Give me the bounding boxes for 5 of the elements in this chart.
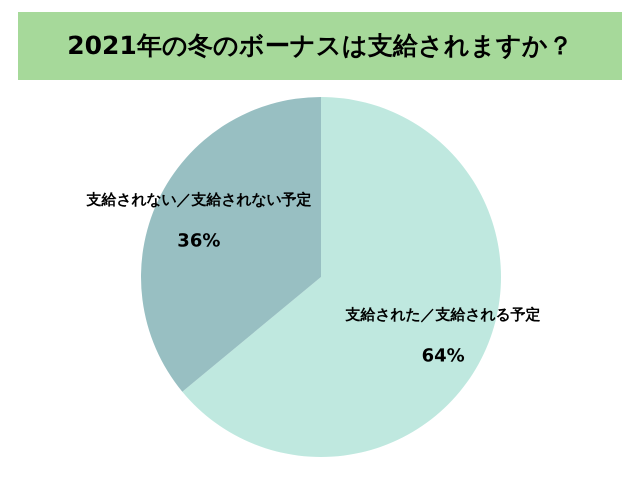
slice-label: 支給された／支給される予定 — [344, 305, 541, 324]
chart-title: 2021年の冬のボーナスは支給されますか？ — [67, 31, 573, 60]
data-label: 64% — [422, 345, 465, 366]
slice-label: 支給されない／支給されない予定 — [85, 190, 312, 209]
data-label: 36% — [177, 230, 220, 252]
